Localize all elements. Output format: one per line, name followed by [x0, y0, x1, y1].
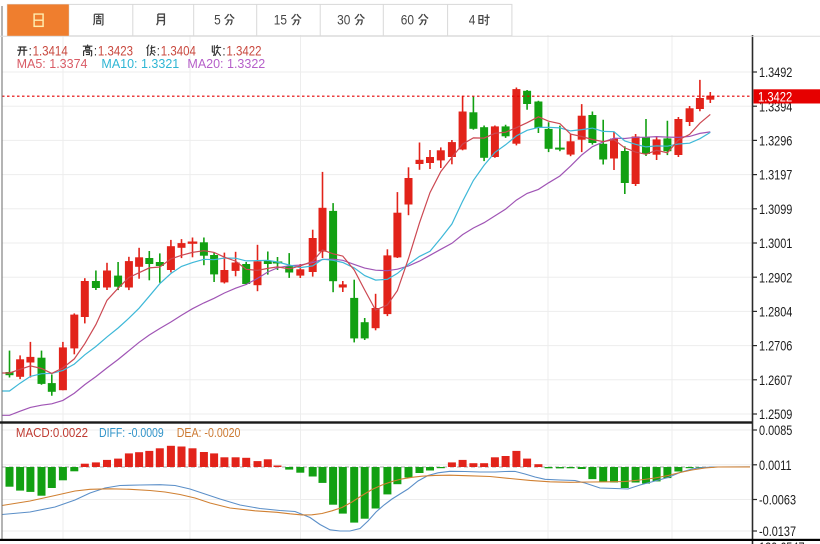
svg-text:1.3423: 1.3423	[98, 42, 133, 58]
svg-text:1.2509: 1.2509	[759, 407, 792, 423]
svg-text::: :	[94, 42, 97, 58]
svg-text:15: 15	[274, 12, 287, 28]
svg-text:-0.0137: -0.0137	[759, 524, 796, 540]
svg-text:1.2902: 1.2902	[759, 270, 792, 286]
svg-text:1.3404: 1.3404	[161, 42, 196, 58]
svg-text:-0.0063: -0.0063	[759, 492, 796, 508]
svg-text:1.3492: 1.3492	[759, 65, 792, 81]
svg-text:1.3197: 1.3197	[759, 167, 792, 183]
svg-text:30: 30	[337, 12, 350, 28]
svg-text::: :	[29, 42, 32, 58]
svg-text:MA20: 1.3322: MA20: 1.3322	[187, 57, 265, 71]
svg-text::: :	[157, 42, 160, 58]
svg-text:MA5: 1.3374: MA5: 1.3374	[17, 57, 88, 71]
svg-text:1.3422: 1.3422	[758, 89, 792, 104]
svg-text::: :	[222, 42, 225, 58]
svg-text:4: 4	[469, 12, 476, 28]
svg-text:0.0085: 0.0085	[759, 423, 792, 439]
svg-text:1.3414: 1.3414	[33, 42, 68, 58]
svg-text:DEA: -0.0020: DEA: -0.0020	[177, 426, 241, 440]
svg-text:1.3001: 1.3001	[759, 236, 792, 252]
svg-text:0.0011: 0.0011	[759, 458, 792, 474]
svg-text:1.2607: 1.2607	[759, 373, 792, 389]
svg-text:120.6547: 120.6547	[759, 540, 805, 544]
svg-text:1.3422: 1.3422	[226, 42, 261, 58]
svg-text:1.3296: 1.3296	[759, 133, 792, 149]
svg-text:MACD:0.0022: MACD:0.0022	[16, 426, 88, 441]
svg-text:60: 60	[401, 12, 414, 28]
svg-text:1.2706: 1.2706	[759, 338, 792, 354]
svg-text:DIFF: -0.0009: DIFF: -0.0009	[99, 427, 164, 440]
svg-text:5: 5	[214, 12, 221, 28]
svg-text:1.3099: 1.3099	[759, 202, 792, 218]
svg-text:1.2804: 1.2804	[759, 304, 792, 320]
svg-text:MA10: 1.3321: MA10: 1.3321	[101, 57, 179, 71]
